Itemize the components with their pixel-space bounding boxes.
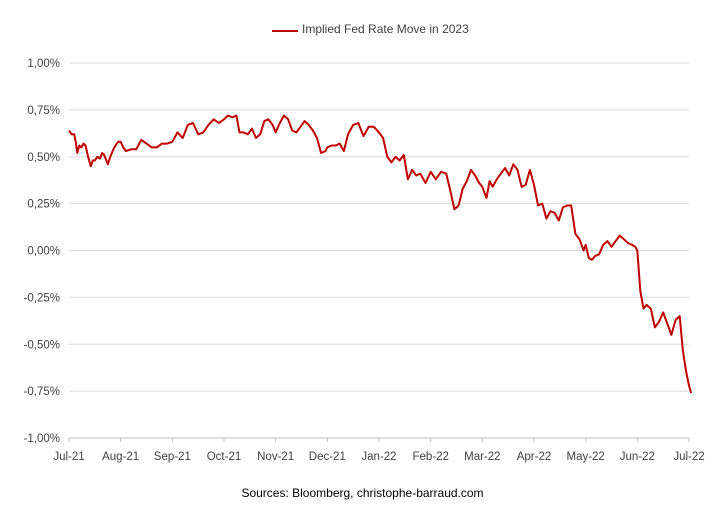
y-tick-label: -1,00%	[24, 433, 60, 445]
series-layer	[68, 114, 693, 394]
x-tick-label: Dec-21	[309, 451, 346, 463]
gridlines	[69, 62, 689, 392]
y-axis-ticks: 1,00% 0,75% 0,50% 0,25% 0,00% -0,25% -0,50% -0,…	[24, 58, 60, 445]
x-tick-label: Jun-22	[620, 451, 655, 463]
y-tick-label: 1,00%	[27, 58, 60, 70]
x-tick-label: Apr-22	[517, 451, 552, 463]
y-tick-label: -0,25%	[24, 292, 60, 304]
x-tick-label: Oct-21	[207, 451, 242, 463]
y-tick-label: 0,00%	[27, 246, 60, 258]
x-tick-label: Nov-21	[257, 451, 294, 463]
x-tick-label: May-22	[566, 451, 604, 463]
x-tick-label: Aug-21	[102, 451, 139, 463]
legend-swatch	[272, 30, 298, 32]
x-tick-label: Sep-21	[154, 451, 191, 463]
y-tick-label: 0,25%	[27, 199, 60, 211]
y-tick-label: 0,75%	[27, 105, 60, 117]
series-line	[68, 114, 693, 394]
x-tick-label: Jul-21	[53, 451, 84, 463]
y-tick-label: 0,50%	[27, 152, 60, 164]
x-tick-label: Jan-22	[361, 451, 396, 463]
x-tick-label: Mar-22	[464, 451, 500, 463]
source-note: Sources: Bloomberg, christophe-barraud.c…	[241, 486, 484, 500]
y-tick-label: -0,75%	[24, 386, 60, 398]
x-axis-ticks: Jul-21 Aug-21 Sep-21 Oct-21 Nov-21 Dec-21 Jan-…	[53, 438, 705, 463]
x-tick-label: Jul-22	[673, 451, 704, 463]
x-tick-label: Feb-22	[412, 451, 448, 463]
y-tick-label: -0,50%	[24, 339, 60, 351]
legend-label: Implied Fed Rate Move in 2023	[302, 22, 469, 36]
